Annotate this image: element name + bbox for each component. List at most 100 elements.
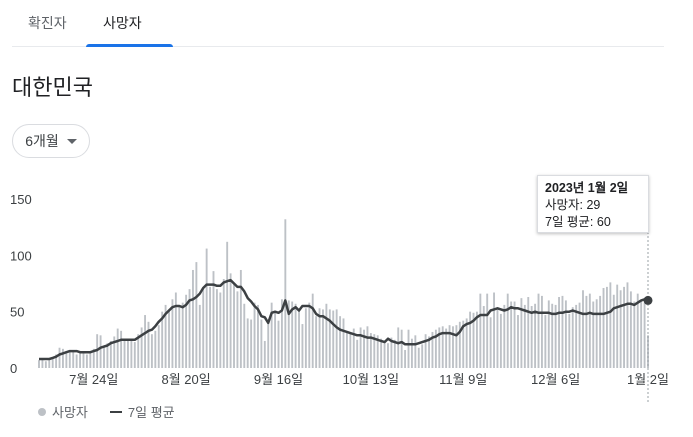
death-bar <box>188 289 191 368</box>
hover-point[interactable] <box>643 295 653 305</box>
death-bar <box>554 304 557 368</box>
death-bar <box>164 304 167 368</box>
death-bar <box>205 248 208 368</box>
death-bar <box>38 360 40 368</box>
death-bar <box>185 294 188 368</box>
death-bar <box>636 293 639 368</box>
death-bar <box>62 348 64 368</box>
death-bar <box>606 286 608 368</box>
death-bar <box>421 344 424 368</box>
death-bar <box>311 293 314 368</box>
death-bar <box>523 304 526 368</box>
death-bar <box>277 320 280 368</box>
death-bar <box>616 284 619 368</box>
death-bar <box>243 303 246 368</box>
death-bar <box>250 319 253 368</box>
death-bar <box>137 334 140 368</box>
death-bar <box>198 304 201 368</box>
death-bar <box>551 303 554 368</box>
death-bar <box>455 325 458 368</box>
y-tick-label: 100 <box>10 248 32 263</box>
death-bar <box>58 347 61 368</box>
death-bar <box>506 293 509 368</box>
death-bar <box>215 289 218 368</box>
tooltip-average: 7일 평균: 60 <box>545 215 611 229</box>
death-bar <box>643 302 646 368</box>
y-tick-label: 50 <box>10 305 24 320</box>
y-tick-label: 150 <box>10 192 32 207</box>
death-bar <box>612 294 615 368</box>
death-bar <box>140 327 143 368</box>
death-bar <box>458 321 461 368</box>
death-bar <box>352 328 355 368</box>
death-bar <box>192 269 194 368</box>
x-tick-label: 11월 9일 <box>439 372 487 387</box>
death-bar <box>407 329 410 368</box>
death-bar <box>479 293 482 368</box>
death-bar <box>571 307 574 368</box>
death-bar <box>68 349 71 368</box>
death-bar <box>356 339 359 368</box>
death-bar <box>629 291 632 368</box>
tooltip: 2023년 1월 2일 사망자: 29 7일 평균: 60 <box>537 175 649 233</box>
death-bar <box>380 338 383 368</box>
death-bar <box>116 328 119 368</box>
death-bar <box>99 335 102 368</box>
death-bar <box>222 278 225 368</box>
death-bar <box>226 241 229 368</box>
death-bar <box>82 353 85 368</box>
death-bar <box>410 338 413 368</box>
death-bar <box>588 293 591 368</box>
bar-series <box>38 219 649 368</box>
death-bar <box>387 343 389 368</box>
death-bar <box>619 290 622 368</box>
death-bar <box>599 295 602 368</box>
death-bar <box>253 302 256 368</box>
x-tick-label: 8월 20일 <box>162 372 211 387</box>
death-bar <box>359 327 362 368</box>
death-bar <box>229 273 232 368</box>
death-bar <box>304 308 307 368</box>
death-bar <box>315 316 318 368</box>
death-bar <box>181 302 184 368</box>
death-bar <box>376 335 379 368</box>
death-bar <box>595 299 598 368</box>
death-bar <box>41 358 44 368</box>
death-bar <box>472 312 475 368</box>
death-bar <box>633 301 636 368</box>
death-bar <box>640 300 643 368</box>
death-bar <box>219 292 222 368</box>
tooltip-date: 2023년 1월 2일 <box>545 181 629 195</box>
death-bar <box>575 304 578 368</box>
death-bar <box>363 329 365 368</box>
tab-cases[interactable]: 확진자 <box>28 15 67 31</box>
death-bar <box>109 340 112 368</box>
time-range-label: 6개월 <box>25 133 59 149</box>
death-bar <box>55 354 58 368</box>
death-bar <box>263 340 266 368</box>
death-bar <box>602 288 605 368</box>
death-bar <box>168 309 170 368</box>
time-range-dropdown[interactable]: 6개월 <box>12 124 90 158</box>
death-bar <box>448 325 451 368</box>
death-bar <box>308 302 311 368</box>
death-bar <box>537 293 540 368</box>
death-bar <box>301 324 304 368</box>
death-bar <box>452 326 454 368</box>
death-bar <box>373 334 376 368</box>
tab-deaths[interactable]: 사망자 <box>103 15 142 31</box>
death-bar <box>161 311 164 368</box>
y-axis: 0 50 100 150 <box>10 192 32 376</box>
x-tick-label: 9월 16일 <box>254 372 303 387</box>
death-bar <box>489 317 492 368</box>
death-bar <box>530 306 533 368</box>
legend-line-swatch <box>109 410 122 413</box>
death-bar <box>404 349 407 368</box>
death-bar <box>592 301 595 368</box>
death-bar <box>493 292 495 368</box>
region-title: 대한민국 <box>12 75 93 100</box>
death-bar <box>284 219 287 368</box>
death-bar <box>534 303 537 368</box>
death-bar <box>257 304 259 368</box>
death-bar <box>280 299 283 368</box>
